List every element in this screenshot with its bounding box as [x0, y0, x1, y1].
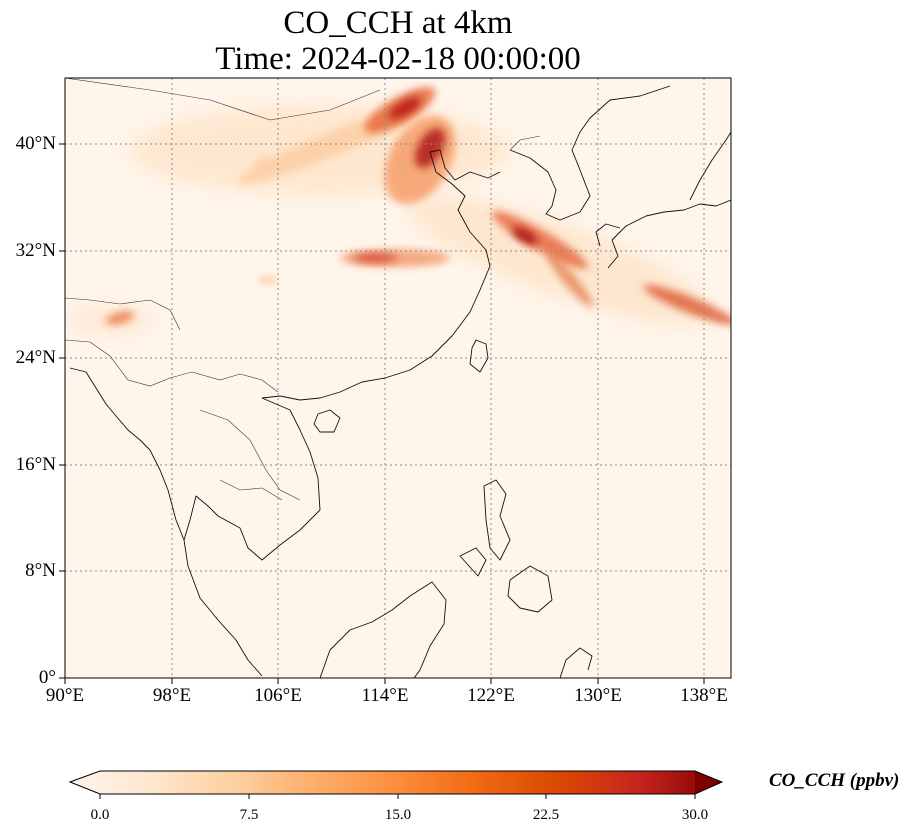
coast-sulawesi: [559, 647, 593, 678]
coast-mindanao: [507, 565, 553, 613]
plume-core-hebei: [389, 97, 421, 119]
map-title-variable: CO_CCH at 4km: [283, 5, 513, 41]
coast-taiwan: [469, 339, 489, 373]
lat-tick-label: 24°N: [15, 347, 56, 368]
lon-tick-label: 130°E: [574, 685, 622, 706]
border-korea-china: [509, 135, 541, 151]
coast-honshu: [689, 131, 731, 201]
lon-tick-label: 114°E: [361, 685, 409, 706]
coast-japan-west: [607, 239, 619, 269]
lon-tick-label: 90°E: [45, 685, 85, 706]
map-gridlines: [65, 78, 731, 678]
colorbar-tick-label: 7.5: [239, 807, 259, 823]
coast-hainan: [313, 409, 341, 433]
country-borders: [65, 78, 541, 501]
lon-tick-label: 138°E: [680, 685, 728, 706]
lat-tick-label: 0°: [38, 667, 56, 688]
coast-borneo: [319, 581, 447, 678]
lat-tick-label: 8°N: [25, 560, 56, 581]
border-myanmar: [65, 339, 193, 387]
plume-kyushu: [547, 252, 593, 308]
lat-tick-label: 40°N: [15, 133, 56, 154]
lon-tick-label: 106°E: [254, 685, 302, 706]
plume-core-yangtze: [353, 253, 397, 263]
coast-japan-south: [611, 199, 731, 241]
lat-tick-label: 16°N: [15, 454, 56, 475]
plume-himalaya: [105, 311, 135, 325]
border-cambodia: [219, 479, 283, 501]
plume-core-yellow-sea: [512, 227, 538, 245]
colorbar-tick-label: 30.0: [681, 807, 709, 823]
colorbar-tick-label: 22.5: [532, 807, 560, 823]
border-himalaya: [65, 297, 181, 331]
map-frame: [64, 77, 732, 679]
colorbar: [70, 771, 722, 794]
colorbar-label: CO_CCH (ppbv): [769, 770, 900, 791]
border-laos-north: [191, 371, 279, 393]
lon-tick-label: 122°E: [467, 685, 515, 706]
colorbar-arrow-max: [695, 771, 722, 794]
coast-bay-of-bengal: [69, 367, 129, 431]
lat-tick-label: 32°N: [15, 240, 56, 261]
plume-patch-sichuan: [258, 276, 278, 284]
plume-pacific: [643, 284, 731, 326]
axis-tick-marks: [59, 143, 705, 684]
coast-indochina: [183, 397, 321, 677]
plume-yellow-sea: [492, 211, 588, 269]
lon-tick-label: 98°E: [152, 685, 192, 706]
coast-burma: [127, 429, 185, 541]
colorbar-ticks: [99, 794, 696, 799]
coastlines: [69, 85, 731, 678]
colorbar-tick-label: 15.0: [384, 807, 412, 823]
concentration-field: [65, 87, 731, 334]
coast-kyushu: [595, 223, 621, 247]
colorbar-tick-label: 0.0: [90, 807, 110, 823]
coast-luzon: [483, 479, 511, 561]
border-laos-vietnam: [199, 409, 301, 501]
border-mongolia: [65, 78, 381, 121]
plume-patch-loess: [255, 157, 275, 173]
coast-china: [261, 149, 501, 401]
map-title-time: Time: 2024-02-18 00:00:00: [215, 41, 581, 77]
plume-core-beijing: [414, 128, 446, 168]
coast-korea: [509, 85, 671, 221]
coast-palawan: [459, 547, 487, 577]
